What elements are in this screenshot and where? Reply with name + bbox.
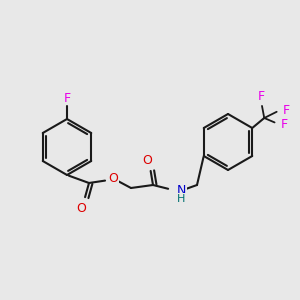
Text: O: O — [108, 172, 118, 185]
Text: F: F — [283, 103, 290, 116]
Text: F: F — [258, 89, 265, 103]
Text: F: F — [63, 92, 70, 104]
Text: N: N — [177, 184, 186, 196]
Text: H: H — [177, 194, 185, 204]
Text: F: F — [281, 118, 288, 130]
Text: O: O — [142, 154, 152, 166]
Text: O: O — [76, 202, 86, 214]
